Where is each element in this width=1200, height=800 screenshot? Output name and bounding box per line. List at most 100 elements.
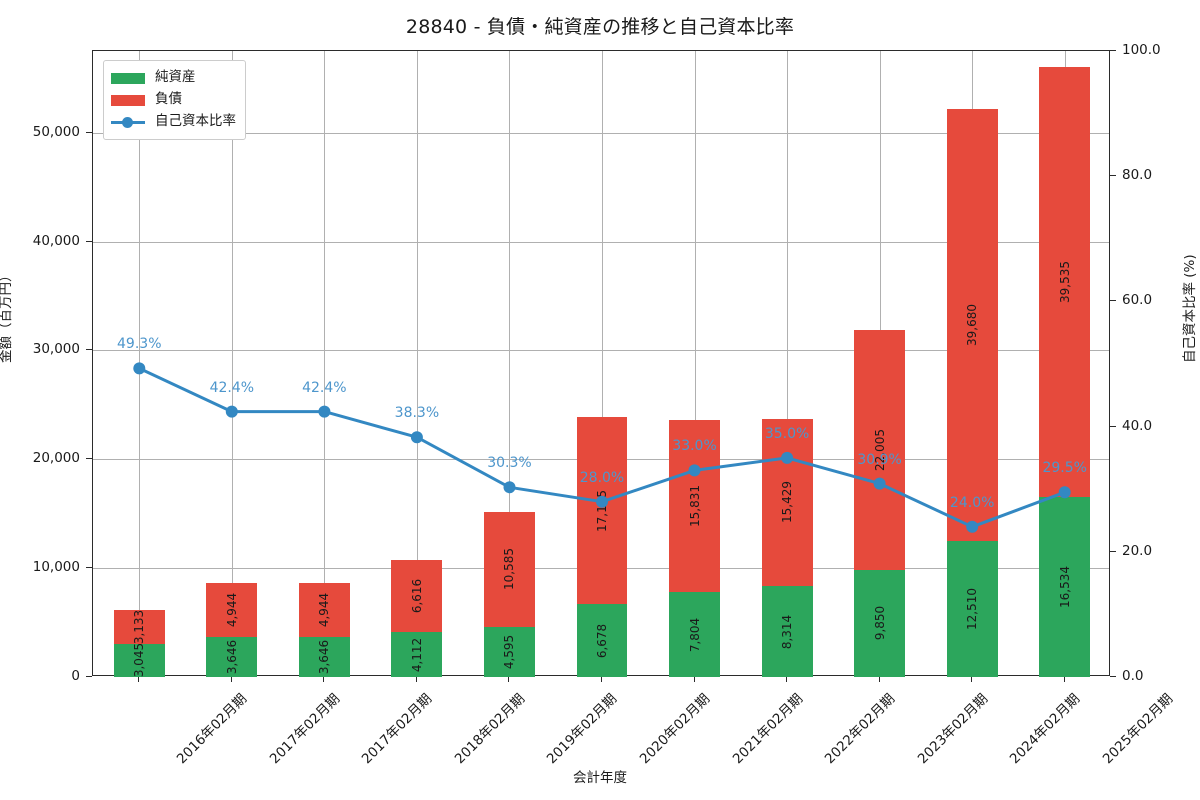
legend-label-equity: 純資産 <box>155 69 196 86</box>
bar-segment-liabilities[interactable]: 6,616 <box>391 560 443 633</box>
bar-segment-liabilities[interactable]: 22,005 <box>854 330 906 570</box>
x-axis-tick-label: 2020年02月期 <box>636 690 714 768</box>
gridline-vertical <box>787 51 788 675</box>
x-axis-tickmark <box>878 676 880 682</box>
y-axis-left-tick-label: 10,000 <box>32 559 80 576</box>
bar-value-label-liabilities: 6,616 <box>409 579 424 614</box>
gridline-vertical <box>232 51 233 675</box>
bar-value-label-equity: 9,850 <box>872 606 887 641</box>
x-axis-tickmark <box>323 676 325 682</box>
x-axis-tickmark <box>415 676 417 682</box>
legend-label-liabilities: 負債 <box>155 91 182 108</box>
ratio-value-label: 30.3% <box>487 455 532 472</box>
bar-segment-equity[interactable]: 4,595 <box>484 626 535 677</box>
bar-segment-equity[interactable]: 8,314 <box>761 586 813 677</box>
bar-segment-liabilities[interactable]: 4,944 <box>206 583 258 638</box>
bar-segment-equity[interactable]: 7,804 <box>669 592 720 677</box>
x-axis-tickmark <box>508 676 510 682</box>
gridline-vertical <box>695 51 696 675</box>
bar-segment-equity[interactable]: 3,646 <box>298 637 350 677</box>
bar-segment-equity[interactable]: 12,510 <box>946 540 998 677</box>
ratio-value-label: 42.4% <box>209 379 255 396</box>
ratio-value-label: 49.3% <box>117 336 162 353</box>
bar-value-label-equity: 7,804 <box>687 617 702 652</box>
bar-value-label-equity: 3,045 <box>132 643 147 678</box>
y-axis-right-title: 自己資本比率 (%) <box>1182 254 1198 363</box>
bar-value-label-liabilities: 4,944 <box>317 593 332 628</box>
bar-segment-equity[interactable]: 4,112 <box>391 632 443 677</box>
bar-segment-equity[interactable]: 16,534 <box>1039 496 1091 677</box>
y-axis-right-tickmark <box>1110 550 1116 552</box>
y-axis-right-tickmark <box>1110 676 1116 677</box>
gridline-horizontal <box>93 132 1109 134</box>
legend-swatch-liabilities <box>111 94 145 106</box>
ratio-value-label: 42.4% <box>302 379 347 396</box>
y-axis-left-tick-label: 20,000 <box>32 450 80 467</box>
gridline-vertical <box>139 51 140 675</box>
bar-value-label-equity: 3,646 <box>317 639 332 675</box>
ratio-value-label: 30.9% <box>857 451 902 468</box>
y-axis-right-tick-label: 100.0 <box>1122 42 1161 58</box>
bar-value-label-liabilities: 10,585 <box>502 548 517 591</box>
bar-segment-liabilities[interactable]: 17,175 <box>576 417 628 605</box>
bar-segment-liabilities[interactable]: 15,429 <box>761 418 813 587</box>
legend-swatch-equity <box>111 72 145 84</box>
y-axis-left-tick-label: 30,000 <box>32 341 80 358</box>
bar-value-label-liabilities: 15,429 <box>780 481 795 524</box>
x-axis-tickmark <box>138 676 140 682</box>
bar-segment-liabilities[interactable]: 4,944 <box>298 583 350 638</box>
y-axis-left-tick-label: 40,000 <box>32 232 80 249</box>
gridline-vertical <box>509 51 510 675</box>
chart-title: 28840 - 負債・純資産の推移と自己資本比率 <box>405 16 795 38</box>
chart-legend[interactable]: 純資産 負債 自己資本比率 <box>103 60 246 140</box>
bar-segment-liabilities[interactable]: 3,133 <box>113 610 165 644</box>
legend-line-equity-ratio <box>111 114 145 130</box>
gridline-horizontal <box>93 241 1109 243</box>
bar-value-label-equity: 8,314 <box>780 614 795 649</box>
bar-value-label-equity: 6,678 <box>594 623 609 658</box>
legend-item-liabilities[interactable]: 負債 <box>111 89 236 111</box>
y-axis-left-tickmark <box>86 240 92 242</box>
y-axis-right-tick-label: 60.0 <box>1122 292 1153 309</box>
y-axis-right-tick-label: 40.0 <box>1122 417 1153 434</box>
y-axis-left-tickmark <box>86 131 92 133</box>
y-axis-right-tick-label: 0.0 <box>1122 668 1144 684</box>
x-axis-tick-label: 2025年02月期 <box>1099 690 1176 768</box>
bar-value-label-liabilities: 3,133 <box>132 609 147 644</box>
y-axis-left-tick-label: 50,000 <box>32 123 80 140</box>
x-axis-tickmark <box>601 676 602 682</box>
bar-segment-equity[interactable]: 9,850 <box>854 569 906 677</box>
y-axis-left-tick-label: 0 <box>71 668 80 684</box>
bar-segment-liabilities[interactable]: 39,535 <box>1039 66 1091 497</box>
bar-segment-equity[interactable]: 6,678 <box>576 604 628 677</box>
ratio-value-label: 24.0% <box>949 494 995 511</box>
x-axis-tick-label: 2019年02月期 <box>544 690 621 768</box>
x-axis-tick-label: 2024年02月期 <box>1006 690 1084 768</box>
bar-value-label-liabilities: 17,175 <box>594 489 609 532</box>
x-axis-tickmark <box>971 676 973 682</box>
x-axis-tick-label: 2017年02月期 <box>266 690 344 768</box>
y-axis-left-title: 金額（百万円） <box>0 268 14 364</box>
bar-value-label-equity: 12,510 <box>965 587 980 630</box>
gridline-vertical <box>324 51 325 675</box>
y-axis-right-tickmark <box>1110 50 1116 51</box>
x-axis-tick-label: 2017年02月期 <box>359 690 436 768</box>
bar-segment-equity[interactable]: 3,646 <box>206 637 258 677</box>
legend-item-equity-ratio[interactable]: 自己資本比率 <box>111 111 236 133</box>
bar-segment-liabilities[interactable]: 39,680 <box>946 108 998 541</box>
ratio-value-label: 33.0% <box>672 438 717 455</box>
ratio-value-label: 28.0% <box>579 469 625 486</box>
ratio-value-label: 35.0% <box>764 425 810 442</box>
x-axis-tick-label: 2018年02月期 <box>451 690 529 768</box>
gridline-horizontal <box>93 350 1109 352</box>
legend-item-equity[interactable]: 純資産 <box>111 67 236 89</box>
bar-segment-equity[interactable]: 3,045 <box>113 643 165 678</box>
legend-label-equity-ratio: 自己資本比率 <box>155 113 236 130</box>
gridline-vertical <box>602 51 603 675</box>
y-axis-left-tickmark <box>86 676 92 677</box>
ratio-value-label: 38.3% <box>394 405 440 422</box>
x-axis-tickmark <box>786 676 788 682</box>
bar-segment-liabilities[interactable]: 10,585 <box>484 511 535 627</box>
x-axis-tickmark <box>693 676 695 682</box>
